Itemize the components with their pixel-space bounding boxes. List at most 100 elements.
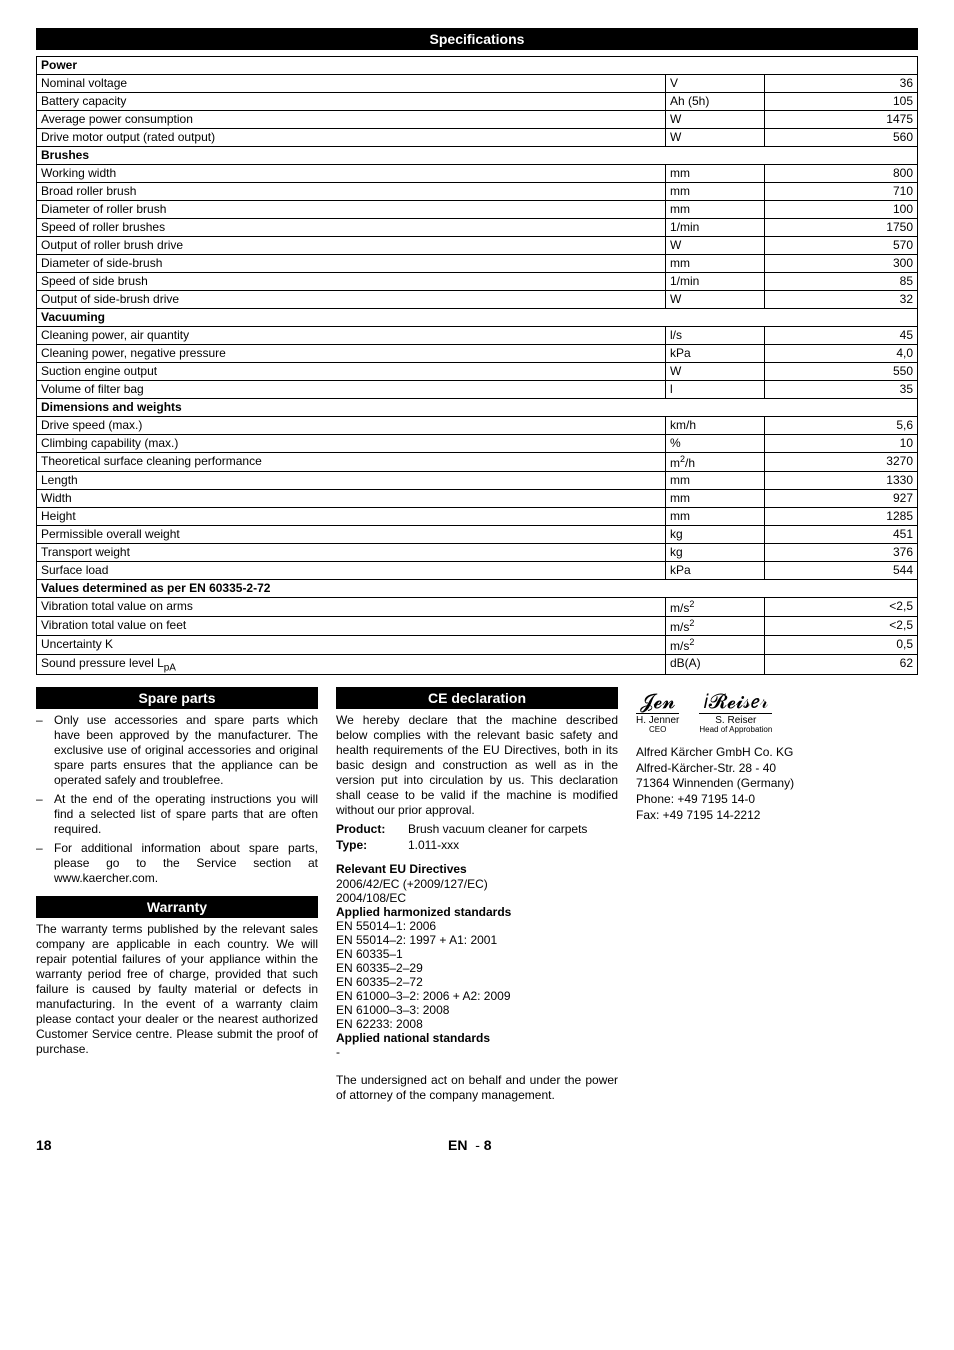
table-row: Working widthmm800 — [37, 165, 918, 183]
signature-right-scribble: 𝑖𝓡𝓮𝓲𝓈ℯ𝓇 — [699, 691, 772, 713]
spec-value: 1285 — [765, 508, 918, 526]
signature-right-role: Head of Approbation — [699, 726, 772, 735]
spec-value: 36 — [765, 75, 918, 93]
spec-value: 1330 — [765, 472, 918, 490]
spec-label: Average power consumption — [37, 111, 666, 129]
spec-value: 927 — [765, 490, 918, 508]
spec-value: <2,5 — [765, 617, 918, 636]
table-row: Widthmm927 — [37, 490, 918, 508]
spec-unit: m/s2 — [666, 598, 765, 617]
spec-unit: l — [666, 381, 765, 399]
ce-nat-value: - — [336, 1045, 618, 1059]
spec-label: Diameter of roller brush — [37, 201, 666, 219]
ce-harm-item: EN 62233: 2008 — [336, 1017, 618, 1031]
company-line-5: Fax: +49 7195 14-2212 — [636, 808, 918, 824]
spec-value: 1750 — [765, 219, 918, 237]
footer-page-left: 18 — [36, 1137, 52, 1153]
ce-harm-item: EN 61000–3–2: 2006 + A2: 2009 — [336, 989, 618, 1003]
table-row: Surface loadkPa544 — [37, 562, 918, 580]
table-row: Permissible overall weightkg451 — [37, 526, 918, 544]
warranty-text: The warranty terms published by the rele… — [36, 922, 318, 1057]
spec-unit: Ah (5h) — [666, 93, 765, 111]
spec-group-header: Power — [37, 57, 918, 75]
list-item: For additional information about spare p… — [36, 841, 318, 886]
spec-value: 35 — [765, 381, 918, 399]
spec-value: 45 — [765, 327, 918, 345]
ce-product-row: Product: Brush vacuum cleaner for carpet… — [336, 822, 618, 836]
spec-label: Drive motor output (rated output) — [37, 129, 666, 147]
table-row: Lengthmm1330 — [37, 472, 918, 490]
spec-unit: V — [666, 75, 765, 93]
table-row: Diameter of roller brushmm100 — [37, 201, 918, 219]
spec-label: Battery capacity — [37, 93, 666, 111]
spec-unit: W — [666, 363, 765, 381]
spec-label: Broad roller brush — [37, 183, 666, 201]
spec-value: 570 — [765, 237, 918, 255]
spec-value: 1475 — [765, 111, 918, 129]
ce-harm-item: EN 60335–2–72 — [336, 975, 618, 989]
ce-type-row: Type: 1.011-xxx — [336, 838, 618, 852]
spec-value: 376 — [765, 544, 918, 562]
ce-eu-dir-title: Relevant EU Directives — [336, 862, 618, 877]
footer-page-right: 8 — [484, 1137, 492, 1153]
ce-intro: We hereby declare that the machine descr… — [336, 713, 618, 818]
spec-group-header: Dimensions and weights — [37, 399, 918, 417]
signature-left: 𝓙𝓮𝓷 H. Jenner CEO — [636, 691, 679, 735]
spec-value: 550 — [765, 363, 918, 381]
spec-value: <2,5 — [765, 598, 918, 617]
table-row: Cleaning power, air quantityl/s45 — [37, 327, 918, 345]
spec-unit: km/h — [666, 417, 765, 435]
spec-label: Sound pressure level LpA — [37, 655, 666, 675]
spec-unit: kPa — [666, 345, 765, 363]
spec-label: Speed of side brush — [37, 273, 666, 291]
spec-value: 800 — [765, 165, 918, 183]
spec-label: Nominal voltage — [37, 75, 666, 93]
spec-label: Suction engine output — [37, 363, 666, 381]
list-item: At the end of the operating instructions… — [36, 792, 318, 837]
spec-group-header: Vacuuming — [37, 309, 918, 327]
table-row: Broad roller brushmm710 — [37, 183, 918, 201]
ce-eu-dir-1: 2006/42/EC (+2009/127/EC) — [336, 877, 618, 891]
spec-value: 100 — [765, 201, 918, 219]
table-row: Theoretical surface cleaning performance… — [37, 453, 918, 472]
table-row: Suction engine outputW550 — [37, 363, 918, 381]
table-row: Speed of side brush1/min85 — [37, 273, 918, 291]
footer-page-center: EN - 8 — [448, 1137, 492, 1153]
company-address: Alfred Kärcher GmbH Co. KG Alfred-Kärche… — [636, 745, 918, 823]
spec-value: 544 — [765, 562, 918, 580]
spec-unit: kPa — [666, 562, 765, 580]
footer-lang: EN — [448, 1137, 467, 1153]
spec-label: Cleaning power, air quantity — [37, 327, 666, 345]
signature-block: 𝓙𝓮𝓷 H. Jenner CEO 𝑖𝓡𝓮𝓲𝓈ℯ𝓇 S. Reiser Head… — [636, 691, 918, 735]
spec-unit: l/s — [666, 327, 765, 345]
specifications-table: PowerNominal voltageV36Battery capacityA… — [36, 56, 918, 675]
spec-label: Drive speed (max.) — [37, 417, 666, 435]
spec-label: Surface load — [37, 562, 666, 580]
spec-unit: W — [666, 111, 765, 129]
ce-undersigned: The undersigned act on behalf and under … — [336, 1073, 618, 1103]
ce-type-label: Type: — [336, 838, 408, 852]
table-row: Output of side-brush driveW32 — [37, 291, 918, 309]
ce-product-value: Brush vacuum cleaner for carpets — [408, 822, 618, 836]
spec-value: 4,0 — [765, 345, 918, 363]
spec-value: 3270 — [765, 453, 918, 472]
spec-label: Transport weight — [37, 544, 666, 562]
spec-unit: kg — [666, 526, 765, 544]
table-row: Uncertainty Km/s20,5 — [37, 636, 918, 655]
spec-value: 105 — [765, 93, 918, 111]
spec-value: 5,6 — [765, 417, 918, 435]
spec-value: 85 — [765, 273, 918, 291]
table-row: Heightmm1285 — [37, 508, 918, 526]
spec-label: Output of roller brush drive — [37, 237, 666, 255]
table-row: Vibration total value on feetm/s2<2,5 — [37, 617, 918, 636]
table-row: Nominal voltageV36 — [37, 75, 918, 93]
list-item: Only use accessories and spare parts whi… — [36, 713, 318, 788]
spare-parts-header: Spare parts — [36, 687, 318, 709]
spec-unit: m2/h — [666, 453, 765, 472]
spec-group-header: Brushes — [37, 147, 918, 165]
spec-value: 451 — [765, 526, 918, 544]
spec-label: Vibration total value on arms — [37, 598, 666, 617]
table-row: Climbing capability (max.)%10 — [37, 435, 918, 453]
spec-label: Vibration total value on feet — [37, 617, 666, 636]
ce-harm-item: EN 60335–2–29 — [336, 961, 618, 975]
